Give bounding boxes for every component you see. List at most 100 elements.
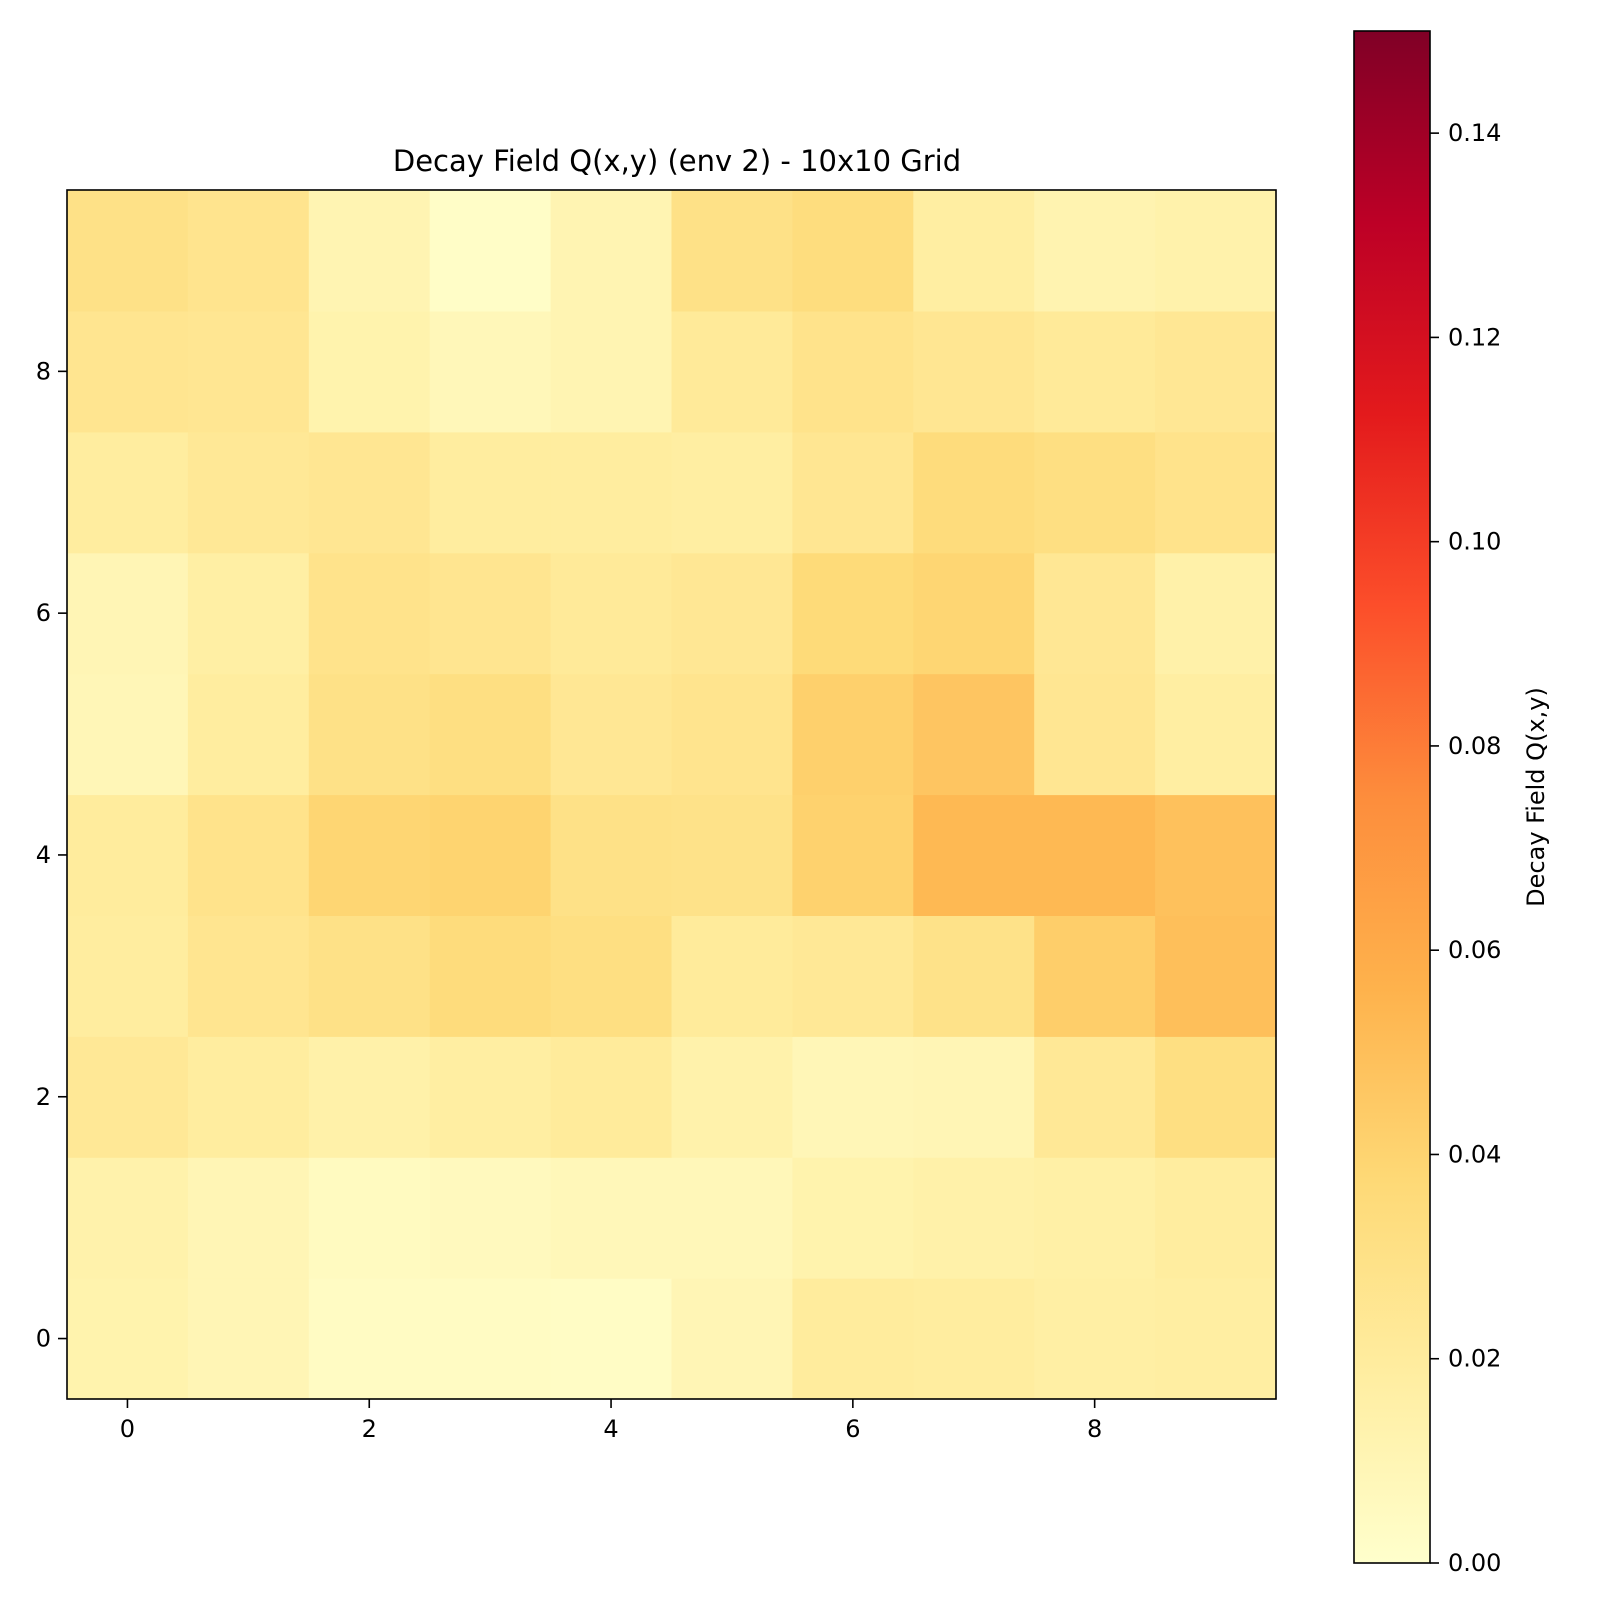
heatmap-cell (913, 1157, 1035, 1279)
heatmap-cell (671, 552, 793, 675)
heatmap-cell (429, 915, 552, 1037)
heatmap-cell (792, 190, 914, 312)
heatmap-cell (550, 552, 673, 675)
heatmap-cell (67, 190, 189, 312)
colorbar-tick-label: 0.06 (1448, 936, 1501, 964)
heatmap-cell (308, 310, 431, 433)
heatmap-cell (913, 552, 1035, 675)
heatmap-cell (1034, 190, 1156, 312)
heatmap-cell (913, 190, 1035, 312)
y-tick-label: 2 (36, 1083, 51, 1111)
heatmap-cell (187, 673, 310, 796)
heatmap-cell (792, 1036, 914, 1158)
heatmap-cell (67, 1036, 189, 1158)
heatmap-cell (67, 310, 189, 433)
heatmap-cell (913, 794, 1035, 916)
heatmap-cell (187, 1157, 310, 1279)
heatmap-cell (550, 915, 673, 1037)
heatmap-cell (429, 431, 552, 554)
heatmap-cell (308, 190, 431, 312)
heatmap-cell (1034, 431, 1156, 554)
heatmap-cell (429, 673, 552, 796)
x-tick-label: 6 (845, 1415, 860, 1443)
heatmap-cell (792, 1157, 914, 1279)
x-tick-label: 8 (1087, 1415, 1102, 1443)
heatmap-cell (1034, 915, 1156, 1037)
heatmap-cell (671, 190, 793, 312)
heatmap-cell (550, 310, 673, 433)
x-tick-label: 2 (362, 1415, 377, 1443)
heatmap-cell (671, 310, 793, 433)
heatmap-cell (913, 1036, 1035, 1158)
heatmap-cell (1034, 1157, 1156, 1279)
chart-title: Decay Field Q(x,y) (env 2) - 10x10 Grid (393, 144, 961, 178)
heatmap-cell (792, 915, 914, 1037)
colorbar-tick-label: 0.00 (1448, 1549, 1501, 1577)
heatmap-cell (792, 431, 914, 554)
heatmap-cell (187, 1036, 310, 1158)
colorbar-tick-label: 0.02 (1448, 1345, 1501, 1373)
colorbar-label: Decay Field Q(x,y) (1522, 687, 1550, 907)
colorbar-tick-label: 0.10 (1448, 528, 1501, 556)
heatmap-cell (429, 1157, 552, 1279)
heatmap-cell (429, 190, 552, 312)
heatmap-cell (1155, 794, 1277, 916)
y-tick-label: 4 (36, 841, 51, 869)
heatmap-cell (550, 1036, 673, 1158)
heatmap-cell (187, 431, 310, 554)
colorbar-ticks: 0.00 0.02 0.04 0.06 0.08 0.10 0.12 0.14 (1430, 119, 1501, 1577)
heatmap-cell (792, 794, 914, 916)
heatmap-cell (1034, 1036, 1156, 1158)
heatmap-cell (308, 794, 431, 916)
heatmap-cell (913, 431, 1035, 554)
heatmap-cell (67, 431, 189, 554)
heatmap-cell (1155, 190, 1277, 312)
colorbar-tick-label: 0.14 (1448, 119, 1501, 147)
plot-frame (66, 189, 1277, 1400)
y-tick-label: 8 (36, 357, 51, 385)
heatmap-cell (67, 673, 189, 796)
heatmap-cell (671, 794, 793, 916)
heatmap-cell (67, 552, 189, 675)
heatmap-cell (308, 673, 431, 796)
x-tick-label: 0 (120, 1415, 135, 1443)
heatmap-cell (429, 1278, 552, 1400)
y-tick-label: 6 (36, 599, 51, 627)
heatmap-cell (1155, 552, 1277, 675)
heatmap-cell (187, 190, 310, 312)
heatmap-cell (67, 915, 189, 1037)
heatmap-cell (308, 1278, 431, 1400)
heatmap-cell (671, 673, 793, 796)
y-tick-label: 0 (36, 1325, 51, 1353)
heatmap-cell (550, 794, 673, 916)
heatmap-cell (1155, 310, 1277, 433)
colorbar-tick-label: 0.04 (1448, 1140, 1501, 1168)
heatmap-cell (429, 552, 552, 675)
heatmap-cell (308, 915, 431, 1037)
heatmap-cell (550, 190, 673, 312)
colorbar-tick-label: 0.12 (1448, 323, 1501, 351)
heatmap-cell (1034, 794, 1156, 916)
heatmap-cell (187, 310, 310, 433)
heatmap-cell (792, 1278, 914, 1400)
heatmap-cell (308, 552, 431, 675)
x-axis: 0 2 4 6 8 (120, 1399, 1102, 1443)
heatmap-cell (1155, 1036, 1277, 1158)
heatmap-cell (429, 1036, 552, 1158)
heatmap-cell (913, 310, 1035, 433)
heatmap-cell (550, 431, 673, 554)
x-tick-label: 4 (603, 1415, 618, 1443)
heatmap-cell (792, 310, 914, 433)
heatmap-cell (550, 673, 673, 796)
heatmap-cell (429, 310, 552, 433)
heatmap-cell (429, 794, 552, 916)
heatmap-cell (550, 1157, 673, 1279)
heatmap-cell (671, 1157, 793, 1279)
colorbar (1353, 30, 1431, 1564)
colorbar-tick-label: 0.08 (1448, 732, 1501, 760)
heatmap-cells (67, 190, 1277, 1400)
heatmap-cell (913, 1278, 1035, 1400)
heatmap-cell (67, 1278, 189, 1400)
y-axis: 0 2 4 6 8 (36, 357, 67, 1353)
